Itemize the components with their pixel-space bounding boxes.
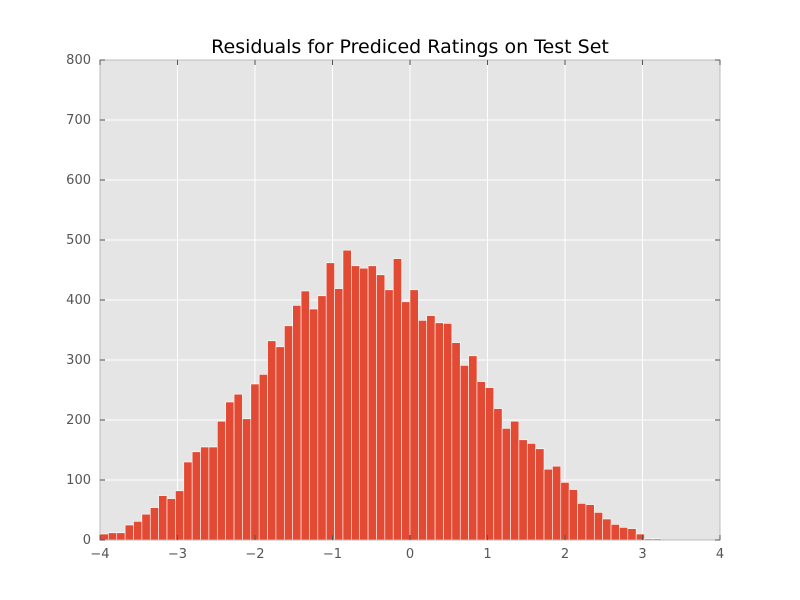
histogram-bar [225,401,235,541]
y-tick-labels: 0 100 200 300 400 500 600 700 800 [66,53,91,548]
y-tick-label: 0 [83,533,91,548]
histogram-bar [250,383,260,541]
histogram-bar [367,265,377,541]
histogram-bar [158,495,168,541]
histogram-bar [459,365,469,541]
histogram-bar [216,420,226,541]
histogram-bar [552,465,562,541]
histogram-bar [560,482,570,541]
chart-title: Residuals for Prediced Ratings on Test S… [211,36,609,58]
histogram-bar [124,524,134,541]
y-tick-label: 500 [66,233,91,248]
histogram-bar [476,381,486,541]
histogram-bar [426,315,436,541]
y-tick-label: 800 [66,53,91,68]
histogram-bar [267,340,277,541]
x-tick-label: 1 [483,547,491,562]
histogram-bar [493,408,503,541]
histogram-bar [342,249,352,541]
histogram-bar [325,262,335,541]
histogram-bar [468,355,478,541]
histogram-bar [309,308,319,541]
x-tick-label: −3 [168,547,187,562]
histogram-bar [175,490,185,541]
histogram-bar [133,521,143,541]
histogram-bar [292,305,302,541]
histogram-bar [242,418,252,541]
x-tick-label: −1 [323,547,342,562]
histogram-bar [518,439,528,541]
histogram-bar [275,346,285,541]
y-tick-label: 100 [66,473,91,488]
histogram-bar [233,393,243,541]
x-tick-label: 0 [406,547,414,562]
x-tick-label: 2 [561,547,569,562]
histogram-bar [359,267,369,541]
histogram-bar [200,446,210,541]
histogram-bar [191,451,201,541]
histogram-bar [141,513,151,541]
histogram-bar [535,448,545,541]
histogram-bar [149,507,159,541]
histogram-bar [602,518,612,541]
histogram-bar [317,295,327,541]
histogram-bar [384,289,394,541]
histogram-bar [577,503,587,541]
histogram-bar [376,274,386,541]
histogram-bar [166,498,176,541]
histogram-bar [593,512,603,541]
y-tick-label: 300 [66,353,91,368]
histogram-bar [627,528,637,541]
histogram-bar [510,420,520,541]
histogram-bar [208,446,218,541]
histogram-bar [418,320,428,541]
histogram-bar [485,387,495,541]
histogram-bar [451,342,461,541]
histogram-bar [568,489,578,541]
histogram-bar [443,323,453,541]
histogram-bar [300,290,310,541]
x-tick-label: 3 [638,547,646,562]
x-tick-label: −2 [245,547,264,562]
histogram-bar [334,288,344,541]
histogram-bar [610,524,620,541]
histogram-bars [99,249,662,541]
x-tick-label: −4 [90,547,109,562]
histogram-bar [635,533,645,541]
tick-marks [99,59,721,541]
histogram-bar [392,258,402,541]
histogram-bar [108,532,118,541]
y-tick-label: 200 [66,413,91,428]
histogram-bar [183,461,193,541]
histogram-bar [99,533,109,541]
histogram-bar [543,468,553,541]
histogram-bar [351,265,361,541]
histogram-bar [409,289,419,541]
x-tick-labels: −4 −3 −2 −1 0 1 2 3 4 [90,547,724,562]
histogram-bar [116,532,126,541]
histogram-bar [619,527,629,541]
histogram-bar [434,322,444,541]
histogram-bar [284,325,293,541]
x-tick-label: 4 [716,547,724,562]
y-tick-label: 400 [66,293,91,308]
histogram-bar [526,443,536,541]
y-tick-label: 700 [66,113,91,128]
histogram-bar [501,428,511,541]
histogram-bar [258,374,268,541]
y-tick-label: 600 [66,173,91,188]
histogram-bar [585,504,595,541]
histogram-bar [401,301,411,541]
